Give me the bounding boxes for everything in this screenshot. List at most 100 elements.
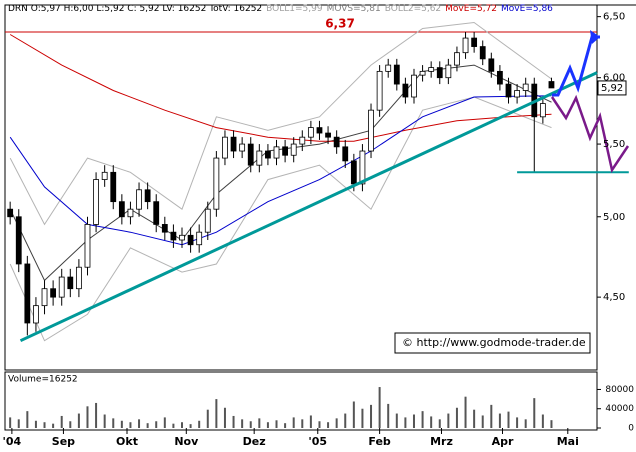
v-tick-label: 40000 <box>605 404 634 414</box>
x-tick-label: Feb <box>368 435 391 448</box>
last-price-box <box>597 80 627 96</box>
volume-bar <box>223 407 226 428</box>
copyright: © http://www.godmode-trader.de <box>402 336 586 349</box>
volume-bar <box>215 399 218 428</box>
header-item: MovE=5,72 <box>445 4 497 14</box>
volume-bar <box>524 419 527 428</box>
volume-bar <box>180 422 183 428</box>
candle-body <box>539 103 546 118</box>
volume-bar <box>26 411 29 428</box>
x-tick-label: Dez <box>243 435 266 448</box>
volume-bar <box>370 404 373 428</box>
volume-bar <box>327 422 330 428</box>
volume-bar <box>95 402 98 428</box>
candle-body <box>325 132 331 138</box>
y-tick-label: 6,00 <box>603 73 625 84</box>
candle-body <box>247 143 254 166</box>
volume-bar <box>490 404 493 428</box>
candle-body <box>419 70 426 76</box>
header-item: BOLL1=5,99 <box>266 4 323 14</box>
volume-frame <box>4 371 598 431</box>
candle-body <box>393 64 400 85</box>
candle-body <box>41 288 48 307</box>
candle-body <box>479 46 486 60</box>
volume-bar <box>344 413 347 428</box>
candle-body <box>256 150 263 166</box>
candle-body <box>497 70 503 85</box>
candle-body <box>454 52 460 66</box>
volume-bar <box>387 403 390 428</box>
volume-bar <box>378 387 381 428</box>
volume-bar <box>301 419 304 428</box>
volume-bar <box>421 411 424 428</box>
volume-bar <box>77 413 80 428</box>
header-item: MovE=5,86 <box>501 4 553 14</box>
candle-body <box>101 171 108 180</box>
volume-bar <box>412 414 415 428</box>
candle-body <box>33 305 39 324</box>
candle-body <box>179 234 185 241</box>
candle-body <box>548 81 555 89</box>
volume-bar <box>507 411 510 428</box>
x-tick-label: Mrz <box>430 435 453 448</box>
candle-body <box>204 208 211 233</box>
candle-body <box>514 90 520 98</box>
volume-bar <box>60 415 63 428</box>
candle-body <box>445 64 452 79</box>
y-tick-label: 5,50 <box>603 139 625 150</box>
candle-body <box>402 83 409 98</box>
candle-body <box>307 127 314 138</box>
volume-bar <box>258 418 261 428</box>
candle-body <box>7 208 14 218</box>
volume-bar <box>550 420 553 428</box>
volume-bar <box>86 406 89 428</box>
volume-bar <box>404 417 407 428</box>
candle-body <box>15 216 22 265</box>
volume-bar <box>17 419 20 428</box>
candle-body <box>153 201 160 225</box>
candle-body <box>316 127 323 134</box>
volume-bar <box>206 409 209 428</box>
volume-bar <box>335 418 338 428</box>
volume-bar <box>9 417 12 428</box>
x-tick-label: '05 <box>308 435 327 448</box>
volume-label: Volume=16252 <box>8 375 78 385</box>
candle-body <box>385 64 392 72</box>
volume-bar <box>34 420 37 428</box>
candle-body <box>187 234 194 246</box>
volume-bar <box>455 407 458 428</box>
header-item: DRN O:5,97 H:6,00 L:5,92 C: 5,92 LV: 162… <box>8 4 262 14</box>
candle-body <box>230 136 237 152</box>
last-price-label: 5,92 <box>601 83 623 94</box>
candle-body <box>222 136 228 159</box>
candle-body <box>368 109 374 152</box>
volume-bar <box>430 416 433 428</box>
volume-bar <box>232 415 235 428</box>
volume-bar <box>266 422 269 428</box>
header-item: MOVS=5,81 <box>327 4 381 14</box>
volume-bar <box>155 421 158 428</box>
candle-body <box>522 83 529 91</box>
volume-bar <box>146 423 149 428</box>
volume-bar <box>129 422 132 428</box>
projection-down <box>550 94 630 174</box>
candle-body <box>67 276 74 290</box>
marks <box>5 21 629 428</box>
volume-bar <box>69 421 72 428</box>
candle-body <box>84 224 91 268</box>
candle-body <box>196 231 203 246</box>
volume-bar <box>284 423 287 428</box>
volume-bar <box>361 408 364 428</box>
volume-bar <box>249 421 252 428</box>
volume-bar <box>241 419 244 428</box>
price-frame <box>4 4 598 371</box>
volume-bar <box>189 424 192 428</box>
overlay-line <box>9 96 552 342</box>
v-tick-label: 80000 <box>605 385 634 395</box>
volume-bar <box>533 398 536 428</box>
volume-bar <box>163 417 166 428</box>
volume-bar <box>395 413 398 428</box>
candle-body <box>24 263 31 324</box>
